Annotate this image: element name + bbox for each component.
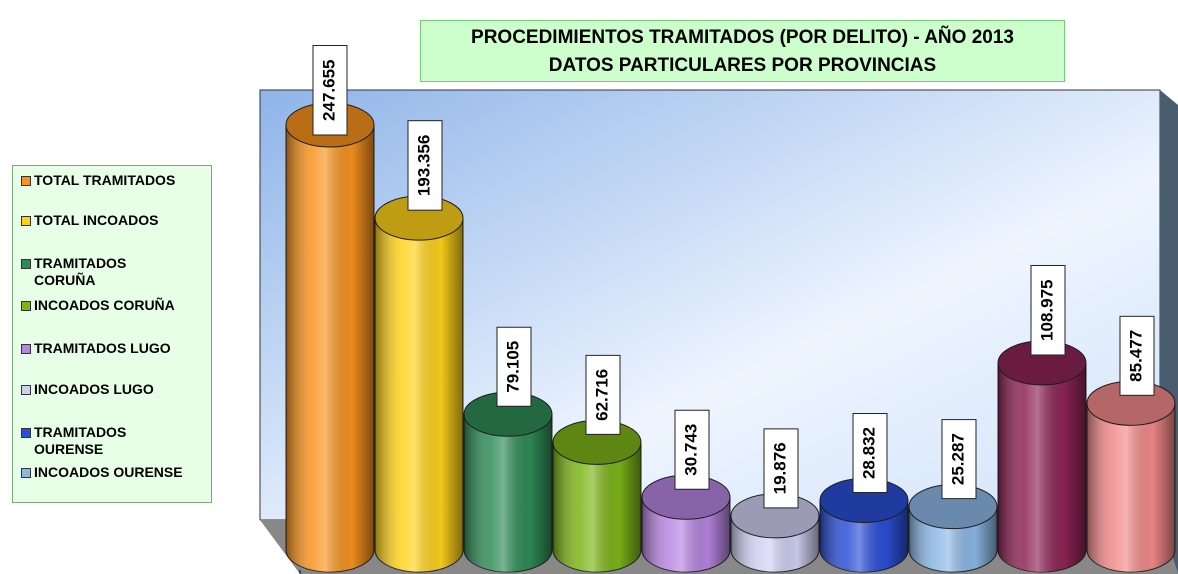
value-label: 85.477 <box>1126 330 1145 382</box>
cylinder-shade <box>464 414 552 572</box>
value-label-box <box>312 45 348 136</box>
cylinder-shade <box>286 125 374 572</box>
legend-label: INCOADOS OURENSE <box>34 464 183 480</box>
cylinder <box>997 340 1087 573</box>
legend-item: TRAMITADOS CORUÑA <box>21 255 154 289</box>
legend-swatch <box>21 216 31 226</box>
cylinder <box>285 102 375 573</box>
value-label: 62.716 <box>592 369 611 421</box>
chart-subtitle: DATOS PARTICULARES POR PROVINCIAS <box>548 55 937 76</box>
legend-item: TRAMITADOS OURENSE <box>21 424 154 458</box>
value-label-box <box>1030 264 1066 356</box>
cylinder <box>374 195 464 573</box>
cylinder-shade <box>998 362 1086 572</box>
value-label: 247.655 <box>319 60 338 121</box>
legend-item: INCOADOS OURENSE <box>21 464 219 481</box>
cylinder-shade <box>553 442 641 572</box>
legend-swatch <box>21 344 31 354</box>
legend-label: INCOADOS LUGO <box>34 381 154 397</box>
legend-label: INCOADOS CORUÑA <box>34 297 175 313</box>
title-box: PROCEDIMIENTOS TRAMITADOS (POR DELITO) -… <box>420 20 1065 82</box>
value-label: 25.287 <box>948 433 967 485</box>
legend-label: TRAMITADOS CORUÑA <box>34 255 127 288</box>
legend-swatch <box>21 468 31 478</box>
cylinder-shade <box>1087 403 1175 572</box>
cylinder <box>730 493 820 573</box>
cylinder-shade <box>375 218 463 572</box>
legend-item: INCOADOS LUGO <box>21 381 219 398</box>
legend-item: TOTAL TRAMITADOS <box>21 172 219 189</box>
cylinder <box>552 419 642 573</box>
legend-item: INCOADOS CORUÑA <box>21 297 219 314</box>
legend-swatch <box>21 259 31 269</box>
value-label: 30.743 <box>681 424 700 476</box>
legend-swatch <box>21 428 31 438</box>
legend-swatch <box>21 385 31 395</box>
legend-label: TRAMITADOS LUGO <box>34 340 171 356</box>
value-label-box <box>585 354 621 435</box>
legend-swatch <box>21 301 31 311</box>
value-label: 79.105 <box>503 341 522 393</box>
value-label-box <box>1119 315 1155 396</box>
value-label-box <box>496 326 532 407</box>
value-label: 108.975 <box>1037 280 1056 341</box>
legend-item: TRAMITADOS LUGO <box>21 340 219 357</box>
cylinder <box>641 474 731 573</box>
value-label: 193.356 <box>414 135 433 196</box>
chart-title: PROCEDIMIENTOS TRAMITADOS (POR DELITO) -… <box>471 27 1014 48</box>
value-label-box <box>407 120 443 211</box>
value-label-box <box>763 428 799 509</box>
value-label-box <box>941 419 977 500</box>
legend-item: TOTAL INCOADOS <box>21 212 219 229</box>
value-label-box <box>852 413 888 494</box>
value-label: 28.832 <box>859 427 878 479</box>
value-label-box <box>674 409 710 490</box>
legend-label: TOTAL INCOADOS <box>34 212 159 228</box>
legend-label: TRAMITADOS OURENSE <box>34 424 127 457</box>
legend-swatch <box>21 176 31 186</box>
value-label: 19.876 <box>770 442 789 494</box>
legend-label: TOTAL TRAMITADOS <box>34 172 176 188</box>
cylinder <box>463 391 553 573</box>
cylinder <box>1086 380 1176 573</box>
legend: TOTAL TRAMITADOS TOTAL INCOADOS TRAMITADOS… <box>12 165 212 503</box>
